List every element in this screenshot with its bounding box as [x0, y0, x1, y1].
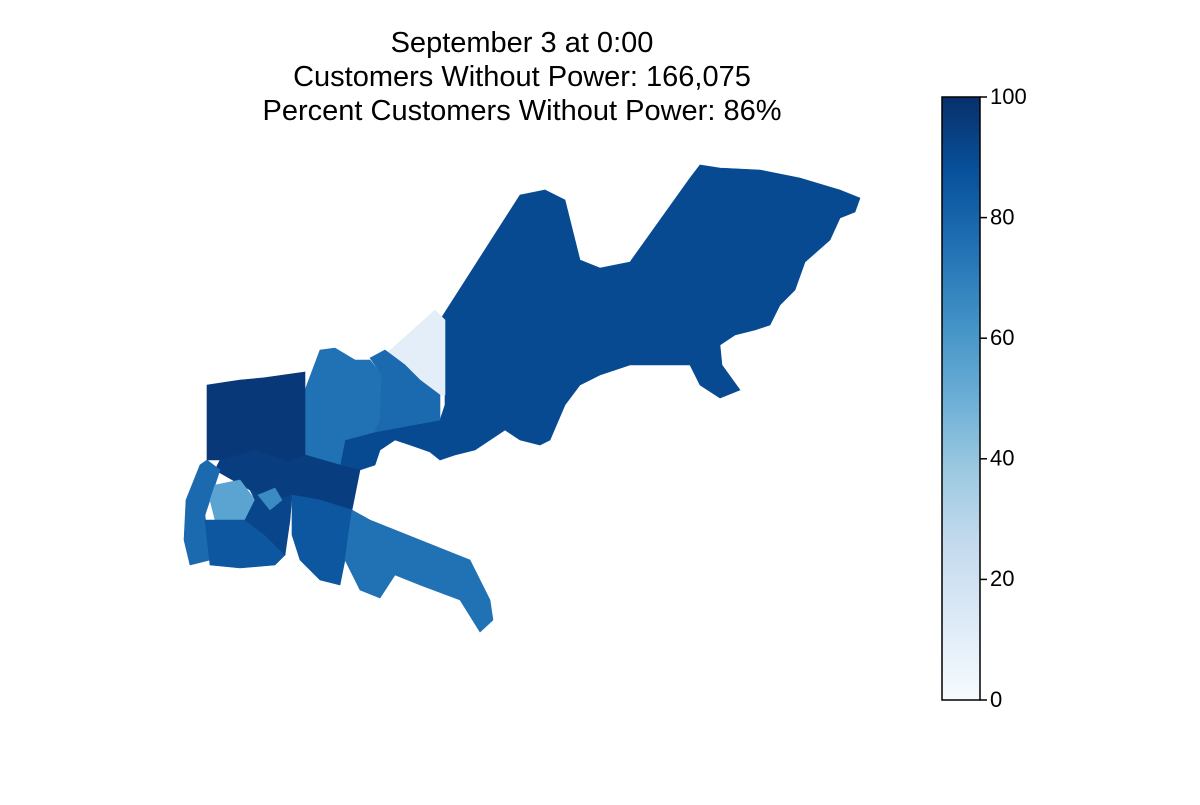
region	[344, 509, 494, 633]
colorbar	[941, 96, 981, 701]
colorbar-tick-label: 20	[990, 566, 1014, 591]
region	[339, 164, 861, 471]
region	[369, 349, 441, 433]
region	[291, 494, 353, 586]
region	[206, 377, 263, 461]
colorbar-tick-label: 0	[990, 687, 1002, 712]
region	[257, 487, 283, 511]
colorbar-tick-label: 80	[990, 204, 1014, 229]
colorbar-tick-label: 100	[990, 84, 1027, 109]
title-line: September 3 at 0:00	[391, 27, 654, 59]
map-regions	[183, 164, 861, 633]
colorbar-ticks: 0 20 40 60 80 100	[980, 84, 1027, 712]
title-line: Customers Without Power: 166,075	[293, 61, 751, 93]
title-line: Percent Customers Without Power: 86%	[263, 95, 782, 127]
region	[254, 371, 306, 463]
colorbar-tick-label: 60	[990, 325, 1014, 350]
colorbar-tick-label: 40	[990, 446, 1014, 471]
